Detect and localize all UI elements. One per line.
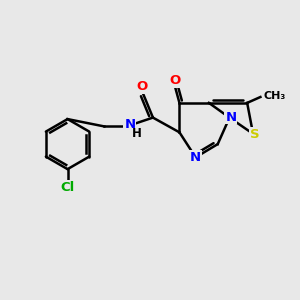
Text: N: N	[124, 118, 136, 131]
Text: S: S	[250, 128, 259, 141]
Text: H: H	[132, 127, 142, 140]
Text: O: O	[169, 74, 181, 87]
Text: N: N	[225, 110, 236, 124]
Text: Cl: Cl	[60, 181, 75, 194]
Text: CH₃: CH₃	[263, 92, 286, 101]
Text: N: N	[190, 151, 201, 164]
Text: O: O	[136, 80, 148, 93]
